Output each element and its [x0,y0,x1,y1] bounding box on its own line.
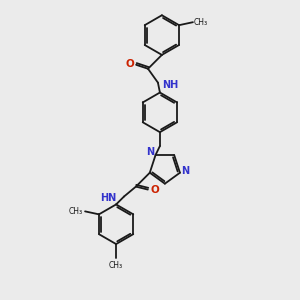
Text: NH: NH [162,80,178,90]
Text: O: O [150,184,159,195]
Text: N: N [146,147,155,157]
Text: O: O [126,59,135,69]
Text: CH₃: CH₃ [69,207,83,216]
Text: HN: HN [100,193,116,202]
Text: CH₃: CH₃ [109,261,123,270]
Text: CH₃: CH₃ [194,18,208,27]
Text: N: N [181,166,189,176]
